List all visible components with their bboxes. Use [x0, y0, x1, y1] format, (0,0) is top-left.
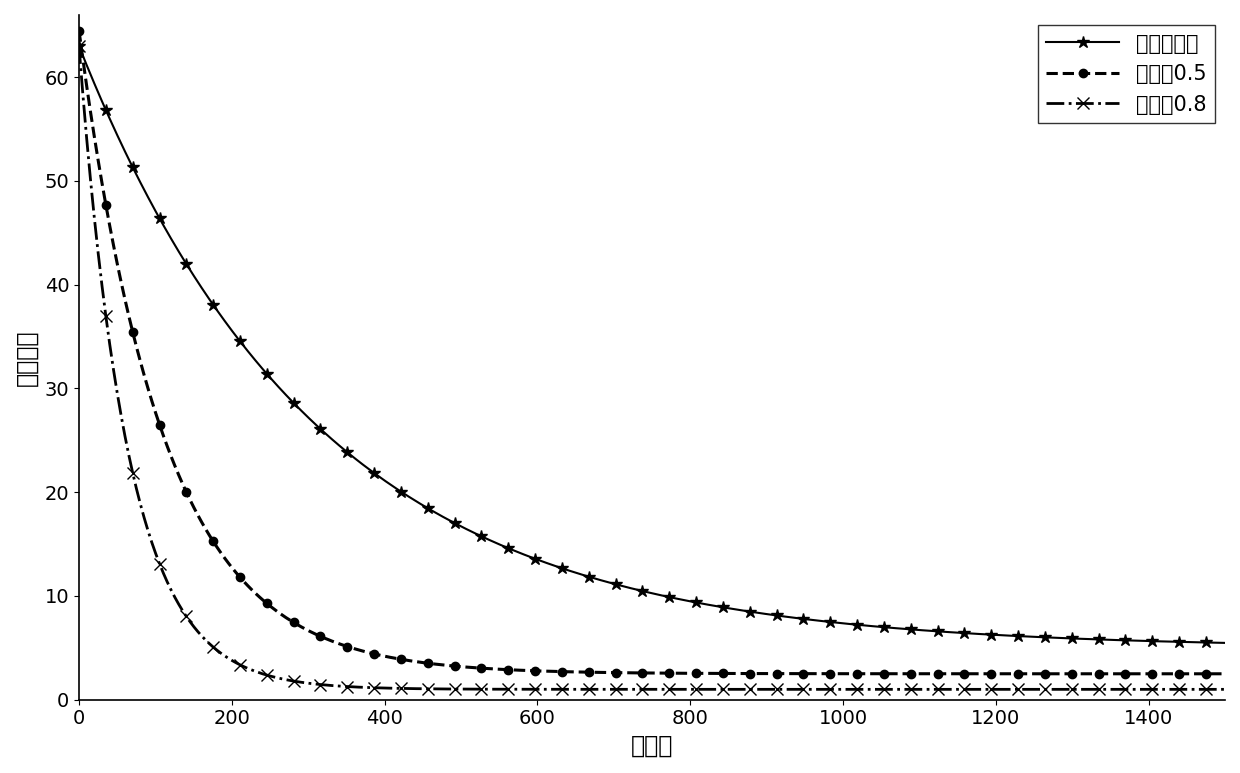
X-axis label: 符号数: 符号数 — [631, 734, 673, 758]
Line: 学习率0.5: 学习率0.5 — [74, 26, 1229, 678]
学习率0.5 — [750, 669, 765, 678]
无动量因子 — [754, 608, 769, 618]
学习率0.8 — [1110, 685, 1125, 694]
学习率0.5 — [773, 669, 787, 678]
学习率0.5 — [76, 54, 91, 63]
学习率0.5 — [1038, 669, 1053, 679]
学习率0.8 — [1038, 685, 1053, 694]
学习率0.8 — [1218, 685, 1233, 694]
学习率0.8 — [76, 90, 91, 99]
学习率0.5 — [754, 669, 769, 678]
无动量因子 — [1218, 638, 1233, 648]
Y-axis label: 均方误差: 均方误差 — [15, 329, 38, 386]
学习率0.8 — [773, 685, 787, 694]
无动量因子 — [72, 42, 87, 51]
无动量因子 — [773, 611, 787, 621]
学习率0.5 — [72, 26, 87, 36]
学习率0.5 — [1218, 669, 1233, 679]
学习率0.5 — [1110, 669, 1125, 679]
学习率0.8 — [754, 685, 769, 694]
无动量因子 — [1038, 632, 1053, 642]
Line: 学习率0.8: 学习率0.8 — [73, 40, 1230, 695]
无动量因子 — [1110, 635, 1125, 645]
Line: 无动量因子: 无动量因子 — [73, 40, 1231, 649]
学习率0.8 — [72, 42, 87, 51]
Legend: 无动量因子, 学习率0.5, 学习率0.8: 无动量因子, 学习率0.5, 学习率0.8 — [1038, 26, 1215, 123]
无动量因子 — [750, 608, 765, 618]
学习率0.8 — [750, 685, 765, 694]
无动量因子 — [76, 51, 91, 60]
